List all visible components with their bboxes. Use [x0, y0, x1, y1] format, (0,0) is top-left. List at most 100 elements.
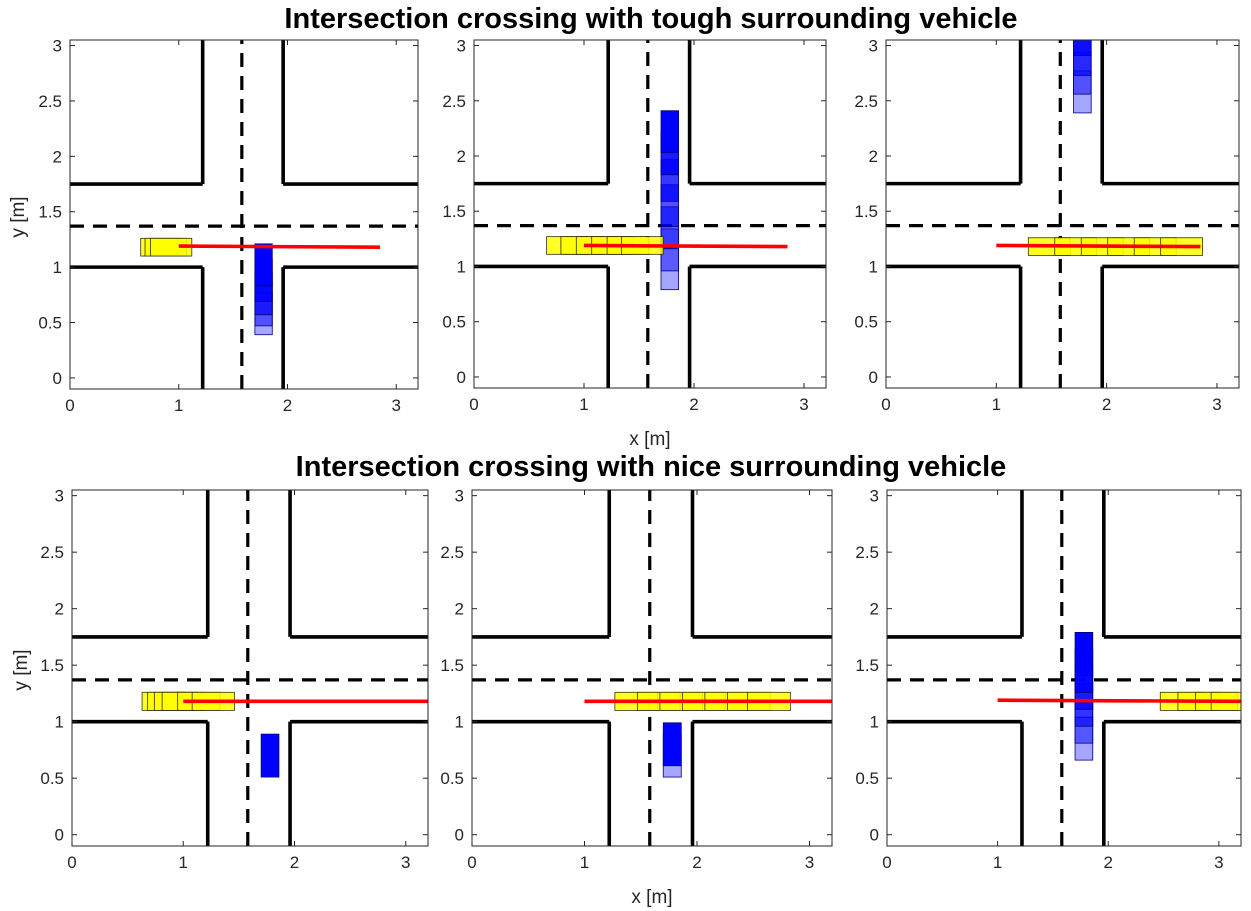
y-tick-label: 0	[455, 826, 464, 845]
y-tick-label: 1	[870, 713, 879, 732]
y-tick-label: 1.5	[855, 656, 879, 675]
other-vehicle-pose	[1074, 632, 1094, 676]
reference-path	[178, 244, 380, 249]
y-tick-label: 1.5	[40, 656, 64, 675]
y-tick-label: 2	[53, 147, 62, 166]
y-tick-label: 1.5	[442, 202, 466, 221]
subplot-2: 0 1 2 3 0 0.5 1 1.5 2 2.5 3	[442, 37, 827, 414]
x-tick-label: 2	[1104, 853, 1113, 872]
plot-area	[472, 490, 832, 846]
x-tick-label: 3	[392, 396, 401, 415]
y-tick-label: 3	[455, 487, 464, 506]
plot-area	[886, 0, 1239, 388]
x-tick-label: 3	[401, 853, 410, 872]
axes-box	[473, 39, 827, 389]
y-tick-label: 3	[53, 37, 62, 56]
axes-box	[471, 489, 833, 847]
x-axis-label-bottom: x [m]	[631, 887, 672, 908]
x-tick-label: 0	[65, 396, 74, 415]
y-tick-label: 0	[869, 368, 878, 387]
other-vehicle-pose	[662, 722, 682, 767]
y-tick-label: 2.5	[40, 543, 64, 562]
y-tick-label: 1	[53, 258, 62, 277]
y-tick-label: 1	[457, 257, 466, 276]
plot-area	[887, 490, 1241, 846]
axes-box	[71, 489, 429, 847]
y-tick-label: 1	[55, 713, 64, 732]
other-vehicle-pose	[254, 243, 273, 287]
y-tick-label: 0	[457, 368, 466, 387]
x-axis-label-top: x [m]	[629, 429, 670, 450]
x-tick-label: 1	[579, 395, 588, 414]
x-tick-label: 0	[881, 395, 890, 414]
axes-box	[885, 39, 1240, 389]
x-tick-label: 1	[580, 853, 589, 872]
y-tick-label: 0.5	[442, 313, 466, 332]
x-tick-label: 1	[993, 853, 1002, 872]
panels: 0 1 2 300.511.522.530 1 2 300.511.522.530 1 2 300…	[38, 0, 1242, 872]
y-tick-label: 2	[55, 600, 64, 619]
y-tick-label: 2.5	[440, 543, 464, 562]
y-tick-label: 0.5	[854, 313, 878, 332]
x-tick-label: 3	[799, 395, 808, 414]
x-tick-label: 3	[805, 853, 814, 872]
x-tick-label: 0	[469, 395, 478, 414]
y-tick-label: 1.5	[440, 656, 464, 675]
y-tick-label: 2	[455, 600, 464, 619]
x-tick-label: 1	[174, 396, 183, 415]
y-tick-label: 2	[457, 147, 466, 166]
y-tick-label: 0	[55, 826, 64, 845]
subplot-1: 0 1 2 3 0 0.5 1 1.5 2 2.5 3	[38, 37, 419, 415]
x-tick-label: 1	[992, 395, 1001, 414]
y-tick-label: 2.5	[854, 92, 878, 111]
y-tick-label: 0.5	[38, 314, 62, 333]
subplot-5: 0 1 2 3 0 0.5 1 1.5 2 2.5 3	[440, 487, 833, 872]
x-tick-label: 2	[283, 396, 292, 415]
x-tick-label: 2	[692, 853, 701, 872]
x-tick-label: 0	[882, 853, 891, 872]
x-tick-label: 3	[1212, 395, 1221, 414]
y-tick-label: 2	[869, 147, 878, 166]
subplot-6: 0 1 2 3 0 0.5 1 1.5 2 2.5 3	[855, 487, 1242, 872]
subplot-3: 0 1 2 3 0 0.5 1 1.5 2 2.5 3	[854, 0, 1240, 414]
x-tick-label: 1	[179, 853, 188, 872]
axes-box	[886, 489, 1242, 847]
x-tick-label: 0	[67, 853, 76, 872]
reference-path	[996, 243, 1201, 249]
y-tick-label: 0.5	[40, 769, 64, 788]
x-tick-label: 3	[1214, 853, 1223, 872]
y-tick-label: 1	[869, 257, 878, 276]
y-tick-label: 0.5	[440, 769, 464, 788]
y-tick-label: 0	[53, 369, 62, 388]
y-tick-label: 0	[870, 826, 879, 845]
x-tick-label: 2	[1102, 395, 1111, 414]
y-tick-label: 1.5	[854, 202, 878, 221]
y-tick-label: 3	[457, 37, 466, 56]
other-vehicle-pose	[1073, 40, 1092, 56]
axes-box	[69, 39, 419, 390]
plot-area	[72, 490, 428, 846]
y-tick-label: 3	[870, 487, 879, 506]
y-tick-label: 2.5	[38, 92, 62, 111]
other-vehicle-pose	[260, 733, 280, 778]
y-tick-label: 1	[455, 713, 464, 732]
x-tick-label: 2	[290, 853, 299, 872]
other-vehicle-pose	[660, 110, 680, 154]
plot-area	[70, 40, 418, 389]
y-tick-label: 0.5	[855, 769, 879, 788]
y-tick-label: 1.5	[38, 203, 62, 222]
y-axis-label-top: y [m]	[8, 196, 29, 237]
y-tick-label: 2.5	[442, 92, 466, 111]
row-title-bottom: Intersection crossing with nice surround…	[296, 451, 1007, 483]
x-tick-label: 0	[467, 853, 476, 872]
subplot-4: 0 1 2 3 0 0.5 1 1.5 2 2.5 3	[40, 487, 429, 872]
y-axis-label-bottom: y [m]	[11, 649, 32, 690]
y-tick-label: 2.5	[855, 543, 879, 562]
other-vehicle-pose	[1074, 0, 1092, 39]
x-tick-label: 2	[689, 395, 698, 414]
reference-path	[997, 698, 1241, 704]
y-tick-label: 2	[870, 600, 879, 619]
y-tick-label: 3	[869, 37, 878, 56]
plot-area	[474, 40, 826, 388]
